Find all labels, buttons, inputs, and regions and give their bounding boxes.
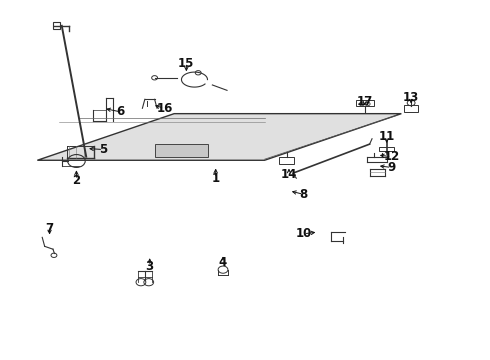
Text: 14: 14	[281, 168, 297, 181]
Bar	[404, 105, 418, 112]
Text: 2: 2	[73, 174, 80, 186]
Text: 10: 10	[295, 227, 312, 240]
Text: 13: 13	[403, 91, 419, 104]
Text: 3: 3	[146, 260, 154, 273]
Text: 6: 6	[116, 105, 124, 118]
Bar	[356, 100, 373, 107]
Text: 11: 11	[379, 130, 395, 144]
Text: 9: 9	[388, 161, 396, 174]
Text: 17: 17	[357, 95, 373, 108]
Bar	[53, 22, 60, 29]
Text: 12: 12	[384, 150, 400, 163]
Text: 16: 16	[156, 102, 172, 115]
Bar	[379, 147, 394, 151]
Text: 4: 4	[219, 256, 227, 269]
Text: 7: 7	[46, 222, 53, 235]
Text: 15: 15	[178, 57, 195, 70]
Text: 5: 5	[99, 143, 107, 156]
Polygon shape	[37, 114, 401, 160]
Text: 1: 1	[212, 172, 220, 185]
Polygon shape	[155, 144, 208, 157]
Text: 8: 8	[299, 188, 308, 201]
Bar	[279, 157, 294, 164]
